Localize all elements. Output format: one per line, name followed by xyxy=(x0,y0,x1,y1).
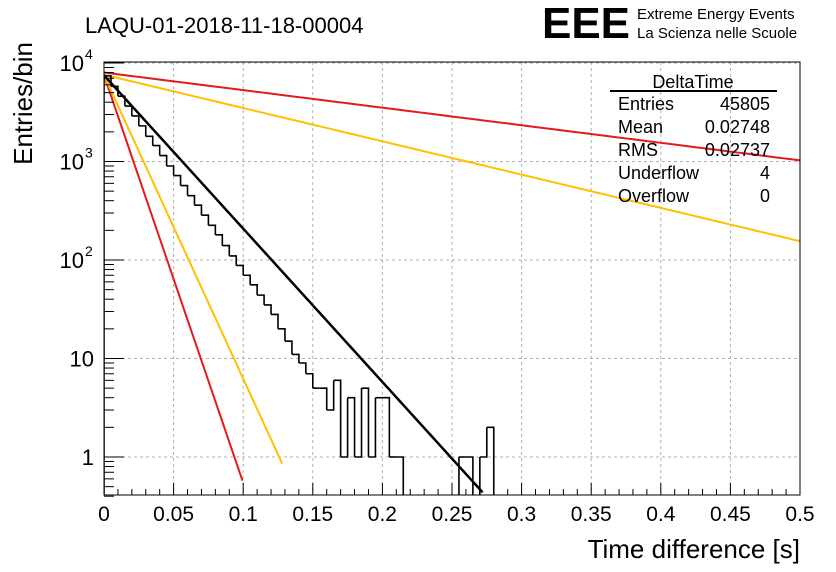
histogram-bin xyxy=(250,284,258,296)
axes: 0 0.05 0.1 0.15 0.2 0.25 0.3 0.35 0.4 0.45 0.5 1 10 1… xyxy=(60,46,815,526)
curve-orange-steep xyxy=(104,74,284,465)
curve-red-flat xyxy=(104,71,800,162)
y-tick-exponent: 3 xyxy=(85,145,93,161)
stats-title: DeltaTime xyxy=(652,72,733,92)
histogram-bin xyxy=(194,204,203,216)
histogram-bin xyxy=(215,234,224,246)
histogram-bin xyxy=(104,75,112,495)
histogram-bin xyxy=(131,115,140,126)
logo-line1: Extreme Energy Events xyxy=(637,6,795,23)
stats-label: Entries xyxy=(618,94,674,114)
stats-value: 0.02748 xyxy=(705,117,770,137)
histogram-bin xyxy=(479,457,481,495)
histogram-bin xyxy=(354,388,363,458)
histogram-bin xyxy=(236,264,244,276)
curve-fit xyxy=(104,74,484,494)
histogram-bin xyxy=(173,174,182,186)
stats-label: RMS xyxy=(618,140,658,160)
stats-label: Underflow xyxy=(618,163,700,183)
histogram-bin xyxy=(138,125,147,137)
x-tick-label: 0.3 xyxy=(507,503,536,526)
stats-value: 45805 xyxy=(720,94,770,114)
histogram-bin xyxy=(187,194,196,206)
stats-label: Mean xyxy=(618,117,663,137)
stats-value: 0.02737 xyxy=(705,140,770,160)
histogram-bin xyxy=(361,387,370,457)
histogram-bin xyxy=(319,387,328,410)
histogram-bin xyxy=(243,274,251,285)
histogram-bin xyxy=(347,396,356,457)
eee-logo: EEE xyxy=(542,0,630,48)
x-axis-label: Time difference [s] xyxy=(588,534,800,564)
x-tick-label: 0.15 xyxy=(292,503,333,526)
histogram-bin xyxy=(222,244,231,256)
histogram-bin xyxy=(333,379,342,457)
y-tick-label: 10 xyxy=(60,150,84,175)
y-tick-label: 10 xyxy=(60,51,84,76)
histogram-bin xyxy=(479,427,488,458)
histogram-bin xyxy=(257,294,265,305)
stats-value: 4 xyxy=(760,163,770,183)
histogram-bin xyxy=(166,165,175,176)
histogram-bin xyxy=(180,184,189,196)
logo-line2: La Scienza nelle Scuole xyxy=(637,25,797,42)
x-tick-label: 0.35 xyxy=(571,503,612,526)
histogram-bin xyxy=(340,397,349,458)
curve-red-steep xyxy=(104,74,244,482)
x-tick-label: 0.45 xyxy=(710,503,751,526)
histogram-bin xyxy=(159,154,168,167)
y-tick-exponent: 2 xyxy=(85,243,93,259)
y-axis-label: Entries/bin xyxy=(8,42,38,165)
x-tick-label: 0.1 xyxy=(229,503,258,526)
y-tick-exponent: 4 xyxy=(85,46,93,62)
histogram-bin xyxy=(396,456,405,495)
x-tick-label: 0.25 xyxy=(432,503,473,526)
stats-box: DeltaTime Entries 45805 Mean 0.02748 RMS 0.02… xyxy=(610,72,777,206)
y-tick-label: 1 xyxy=(82,445,94,470)
y-tick-label: 10 xyxy=(60,248,84,273)
histogram-bin xyxy=(229,255,238,266)
histogram-bin xyxy=(284,340,293,355)
histogram-bin xyxy=(486,426,495,495)
histogram-bin xyxy=(298,362,307,374)
histogram-bin xyxy=(117,95,126,107)
x-tick-label: 0.5 xyxy=(785,503,814,526)
stats-value: 0 xyxy=(760,186,770,206)
curve-orange-flat xyxy=(104,73,800,243)
x-tick-label: 0.4 xyxy=(646,503,676,526)
histogram-bin xyxy=(368,397,377,458)
histogram-bin xyxy=(382,396,391,457)
histogram-bin xyxy=(458,457,460,495)
histogram-bin xyxy=(201,214,210,226)
histogram-bin xyxy=(291,353,300,364)
stats-label: Overflow xyxy=(618,186,690,206)
histogram-bin xyxy=(271,313,279,329)
histogram-bin xyxy=(465,456,474,495)
histogram-bin xyxy=(152,144,161,156)
histogram-bin xyxy=(264,304,272,315)
histogram-bin xyxy=(145,135,154,146)
fit-layer xyxy=(104,74,484,494)
histogram xyxy=(104,75,495,495)
curves xyxy=(104,71,800,482)
x-tick-label: 0 xyxy=(98,503,110,526)
chart-title: LAQU-01-2018-11-18-00004 xyxy=(85,13,363,38)
x-tick-label: 0.2 xyxy=(368,503,397,526)
x-tick-label: 0.05 xyxy=(153,503,194,526)
histogram-bin xyxy=(278,328,286,342)
y-tick-label: 10 xyxy=(70,347,94,372)
histogram-bin xyxy=(305,372,314,389)
histogram-bin xyxy=(326,380,335,411)
histogram-bin xyxy=(208,224,217,235)
